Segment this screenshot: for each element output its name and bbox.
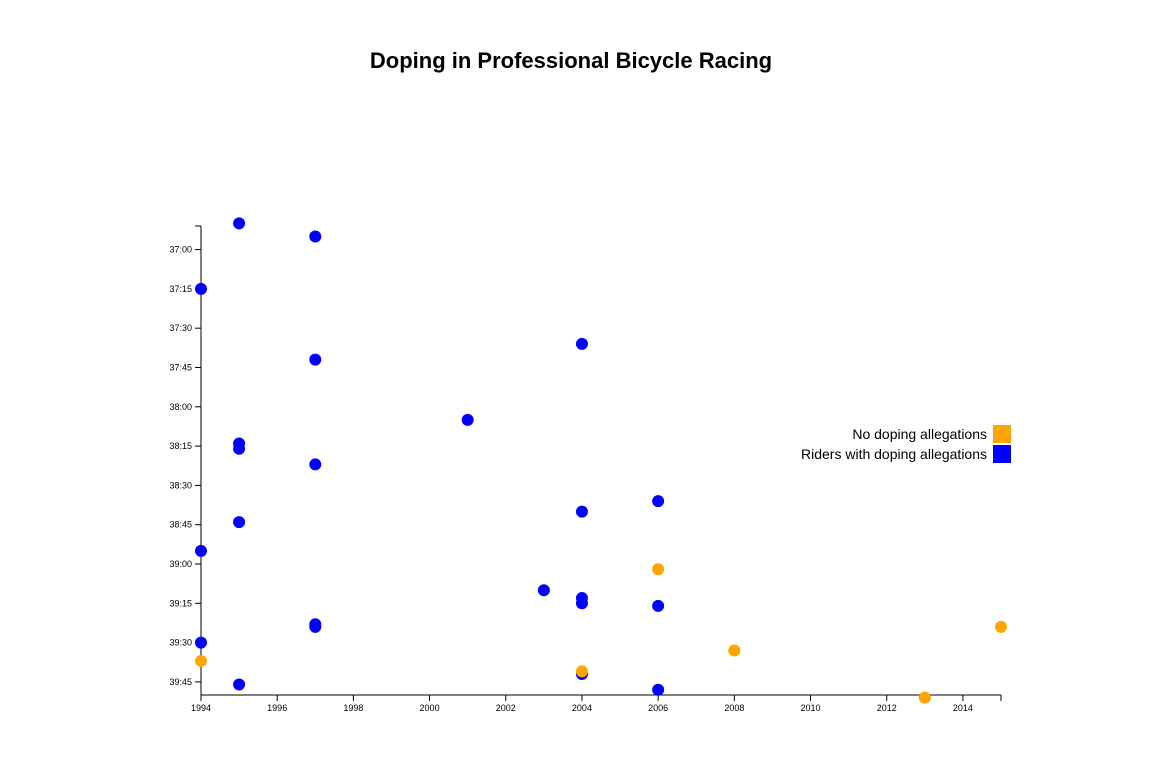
y-tick-label: 37:30 (169, 323, 192, 333)
doping-rider-point[interactable] (309, 620, 322, 633)
doping-rider-point[interactable] (652, 495, 665, 508)
doping-rider-point[interactable] (233, 516, 246, 529)
legend: No doping allegations Riders with doping … (801, 425, 1011, 463)
y-tick-label: 39:15 (169, 598, 192, 608)
legend-label: Riders with doping allegations (801, 446, 987, 462)
clean-rider-point[interactable] (652, 563, 665, 576)
doping-rider-point[interactable] (309, 230, 322, 243)
doping-rider-point[interactable] (652, 683, 665, 696)
x-tick-label: 2006 (648, 703, 668, 713)
clean-rider-point[interactable] (918, 691, 931, 704)
x-axis: 1994 1996 1998 2000 2002 2004 2006 2008 2010 2012… (191, 694, 1002, 713)
doping-rider-point[interactable] (195, 544, 207, 557)
y-tick-label: 39:00 (169, 559, 192, 569)
doping-rider-point[interactable] (575, 337, 588, 350)
x-tick-label: 2000 (420, 703, 440, 713)
y-tick-label: 38:30 (169, 480, 192, 490)
y-tick-label: 38:00 (169, 402, 192, 412)
doping-rider-point[interactable] (461, 413, 474, 426)
clean-rider-point[interactable] (995, 620, 1007, 633)
clean-rider-point[interactable] (575, 665, 588, 678)
y-tick-label: 39:30 (169, 638, 192, 648)
y-tick-label: 37:15 (169, 284, 192, 294)
y-axis: 37:00 37:15 37:30 37:45 38:00 38:15 38:30 38:45… (169, 225, 202, 695)
doping-rider-point[interactable] (195, 282, 207, 295)
legend-swatch-doping (993, 445, 1011, 463)
y-tick-label: 38:15 (169, 441, 192, 451)
x-tick-label: 2012 (877, 703, 897, 713)
x-tick-label: 2014 (953, 703, 973, 713)
x-tick-label: 2002 (496, 703, 516, 713)
x-tick-label: 2008 (724, 703, 744, 713)
x-tick-label: 2010 (801, 703, 821, 713)
data-points (195, 217, 1007, 704)
doping-rider-point[interactable] (537, 584, 550, 597)
clean-rider-point[interactable] (195, 654, 207, 667)
legend-label: No doping allegations (852, 426, 987, 442)
y-tick-label: 37:45 (169, 362, 192, 372)
y-tick-label: 39:45 (169, 677, 192, 687)
doping-rider-point[interactable] (575, 597, 588, 610)
clean-rider-point[interactable] (728, 644, 741, 657)
doping-rider-point[interactable] (195, 636, 207, 649)
doping-rider-point[interactable] (575, 505, 588, 518)
y-tick-label: 38:45 (169, 520, 192, 530)
legend-swatch-no-doping (993, 425, 1011, 443)
y-tick-label: 37:00 (169, 245, 192, 255)
doping-rider-point[interactable] (309, 353, 322, 366)
doping-rider-point[interactable] (233, 217, 246, 230)
doping-rider-point[interactable] (233, 442, 246, 455)
doping-rider-point[interactable] (309, 458, 322, 471)
chart-title: Doping in Professional Bicycle Racing (369, 48, 773, 73)
x-tick-label: 1998 (343, 703, 363, 713)
x-tick-label: 1996 (267, 703, 287, 713)
doping-rider-point[interactable] (233, 678, 246, 691)
doping-rider-point[interactable] (652, 599, 665, 612)
x-tick-label: 2004 (572, 703, 592, 713)
x-tick-label: 1994 (191, 703, 211, 713)
